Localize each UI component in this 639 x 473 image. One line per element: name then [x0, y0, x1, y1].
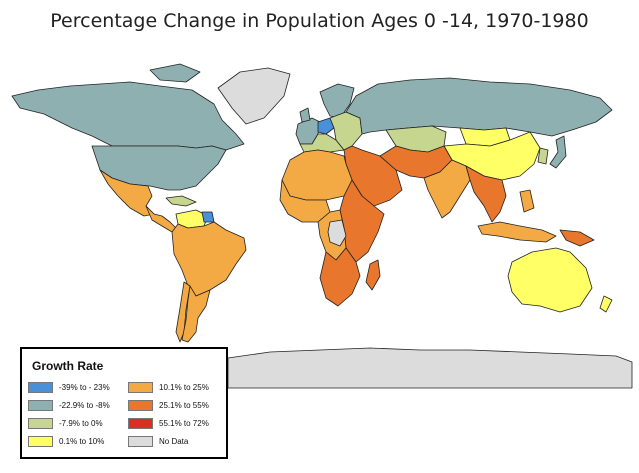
region-central-america [145, 205, 177, 233]
region-canada [11, 81, 245, 151]
region-korea [537, 147, 549, 165]
legend-label: -39% to - 23% [59, 383, 110, 392]
page-title: Percentage Change in Population Ages 0 -… [50, 10, 589, 32]
legend-label: -22.9% to -8% [59, 401, 110, 410]
legend-label: 0.1% to 10% [59, 437, 105, 446]
region-philippines [519, 189, 535, 213]
legend-label: 55.1% to 72% [159, 419, 209, 428]
region-germany [317, 117, 335, 135]
region-australia [507, 247, 593, 313]
region-uk [299, 107, 311, 123]
region-guyana [201, 211, 215, 223]
legend-label: No Data [159, 437, 189, 446]
region-new-guinea [559, 229, 595, 247]
legend-label: 25.1% to 55% [159, 401, 209, 410]
region-drc [327, 219, 347, 247]
legend-label: -7.9% to 0% [59, 419, 103, 428]
region-north-africa [281, 149, 353, 201]
region-canada-islands [149, 63, 201, 83]
region-south-america [171, 221, 247, 297]
region-indonesia [477, 221, 557, 243]
legend-label: 10.1% to 25% [159, 383, 209, 392]
region-russia [345, 77, 613, 137]
region-caribbean [165, 195, 197, 207]
region-antarctica [227, 347, 633, 389]
region-argentina [181, 285, 211, 343]
legend-swatch-icon [28, 400, 53, 411]
region-india [423, 159, 471, 219]
legend-swatch-icon [28, 382, 53, 393]
legend-swatch-icon [128, 418, 153, 429]
region-southern-africa [319, 247, 361, 307]
region-southeast-asia [465, 165, 507, 223]
map-legend: Growth Rate -39% to - 23% -22.9% to -8% … [20, 347, 228, 459]
legend-swatch-icon [128, 436, 153, 447]
legend-swatch-icon [28, 418, 53, 429]
legend-title: Growth Rate [32, 359, 104, 373]
region-japan [549, 135, 567, 169]
legend-swatch-icon [128, 382, 153, 393]
region-greenland [217, 67, 291, 125]
legend-swatch-icon [128, 400, 153, 411]
region-new-zealand [599, 295, 613, 313]
legend-swatch-icon [28, 436, 53, 447]
region-scandinavia [319, 83, 355, 119]
region-madagascar [365, 259, 381, 291]
